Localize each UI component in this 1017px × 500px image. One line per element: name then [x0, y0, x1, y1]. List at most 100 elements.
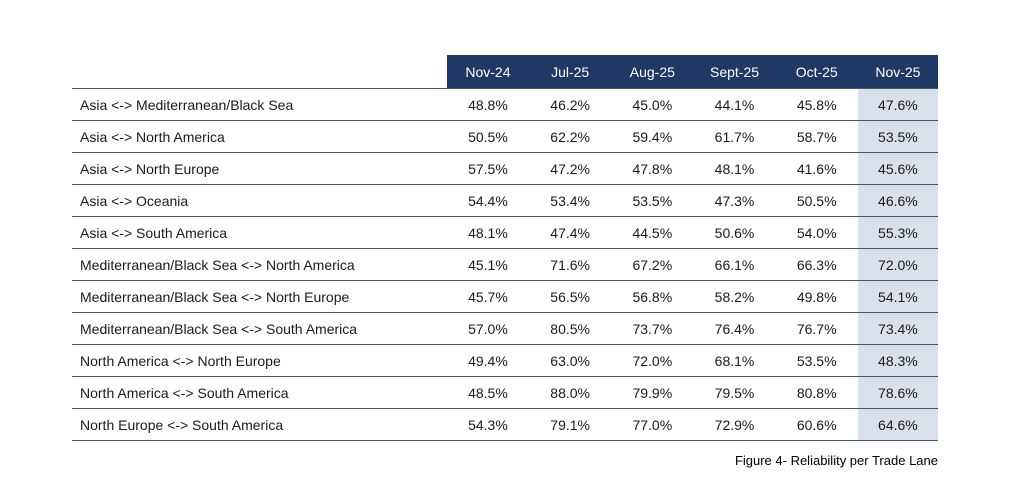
value-cell: 54.3%: [446, 408, 530, 441]
value-cell: 54.4%: [446, 184, 530, 217]
value-cell: 45.7%: [446, 280, 530, 313]
month-header-cell: Sept-25: [693, 55, 776, 89]
value-cell: 48.1%: [693, 152, 776, 185]
value-cell: 58.7%: [775, 120, 858, 153]
trade-lane-cell: North Europe <-> South America: [72, 408, 447, 441]
value-cell: 79.9%: [611, 376, 694, 409]
value-cell-highlighted: 53.5%: [857, 120, 938, 153]
value-cell-highlighted: 73.4%: [857, 312, 938, 345]
table-row: Asia <-> South America 48.1% 47.4% 44.5% 50.…: [72, 216, 938, 249]
value-cell: 58.2%: [693, 280, 776, 313]
table-row: North America <-> South America 48.5% 88.0…: [72, 376, 938, 409]
value-cell-highlighted: 78.6%: [857, 376, 938, 409]
value-cell-highlighted: 48.3%: [857, 344, 938, 377]
value-cell: 47.3%: [693, 184, 776, 217]
value-cell: 73.7%: [611, 312, 694, 345]
trade-lane-cell: Asia <-> Mediterranean/Black Sea: [72, 88, 447, 121]
value-cell-highlighted: 46.6%: [857, 184, 938, 217]
value-cell: 49.4%: [446, 344, 530, 377]
month-header-cell: Oct-25: [775, 55, 858, 89]
trade-lane-cell: Asia <-> North Europe: [72, 152, 447, 185]
table-row: Mediterranean/Black Sea <-> South Americ…: [72, 312, 938, 345]
value-cell: 61.7%: [693, 120, 776, 153]
value-cell-highlighted: 54.1%: [857, 280, 938, 313]
value-cell: 57.0%: [446, 312, 530, 345]
value-cell: 63.0%: [529, 344, 612, 377]
month-header-cell: Jul-25: [529, 55, 612, 89]
reliability-table: Nov-24 Jul-25 Aug-25 Sept-25 Oct-25 Nov-…: [72, 55, 938, 441]
value-cell: 57.5%: [446, 152, 530, 185]
value-cell-highlighted: 55.3%: [857, 216, 938, 249]
value-cell: 76.7%: [775, 312, 858, 345]
table-header-row: Nov-24 Jul-25 Aug-25 Sept-25 Oct-25 Nov-…: [72, 55, 938, 89]
value-cell-highlighted: 47.6%: [857, 88, 938, 121]
value-cell: 62.2%: [529, 120, 612, 153]
value-cell: 49.8%: [775, 280, 858, 313]
value-cell: 80.8%: [775, 376, 858, 409]
reliability-table-container: Nov-24 Jul-25 Aug-25 Sept-25 Oct-25 Nov-…: [72, 55, 938, 441]
value-cell: 79.5%: [693, 376, 776, 409]
month-header-cell: Nov-25: [857, 55, 938, 89]
value-cell: 44.1%: [693, 88, 776, 121]
table-body: Asia <-> Mediterranean/Black Sea 48.8% 46.…: [72, 88, 938, 441]
value-cell: 45.8%: [775, 88, 858, 121]
table-row: Asia <-> Mediterranean/Black Sea 48.8% 46.…: [72, 88, 938, 121]
trade-lane-cell: Mediterranean/Black Sea <-> North Europe: [72, 280, 447, 313]
value-cell: 59.4%: [611, 120, 694, 153]
table-row: North Europe <-> South America 54.3% 79.1%…: [72, 408, 938, 441]
value-cell: 72.0%: [611, 344, 694, 377]
value-cell: 45.0%: [611, 88, 694, 121]
value-cell: 41.6%: [775, 152, 858, 185]
value-cell: 53.5%: [611, 184, 694, 217]
value-cell-highlighted: 45.6%: [857, 152, 938, 185]
trade-lane-cell: North America <-> South America: [72, 376, 447, 409]
month-header-cell: Nov-24: [446, 55, 530, 89]
value-cell: 48.1%: [446, 216, 530, 249]
value-cell: 66.3%: [775, 248, 858, 281]
value-cell: 50.6%: [693, 216, 776, 249]
header-empty-cell: [72, 55, 447, 89]
value-cell-highlighted: 72.0%: [857, 248, 938, 281]
table-row: Asia <-> North Europe 57.5% 47.2% 47.8% 48.1…: [72, 152, 938, 185]
table-row: Mediterranean/Black Sea <-> North Americ…: [72, 248, 938, 281]
value-cell: 44.5%: [611, 216, 694, 249]
value-cell: 76.4%: [693, 312, 776, 345]
value-cell-highlighted: 64.6%: [857, 408, 938, 441]
table-row: Mediterranean/Black Sea <-> North Europe…: [72, 280, 938, 313]
value-cell: 66.1%: [693, 248, 776, 281]
trade-lane-cell: Asia <-> South America: [72, 216, 447, 249]
value-cell: 88.0%: [529, 376, 612, 409]
value-cell: 48.5%: [446, 376, 530, 409]
value-cell: 54.0%: [775, 216, 858, 249]
value-cell: 56.8%: [611, 280, 694, 313]
value-cell: 50.5%: [446, 120, 530, 153]
trade-lane-cell: Asia <-> North America: [72, 120, 447, 153]
table-row: Asia <-> Oceania 54.4% 53.4% 53.5% 47.3% 50.5…: [72, 184, 938, 217]
value-cell: 56.5%: [529, 280, 612, 313]
value-cell: 79.1%: [529, 408, 612, 441]
value-cell: 60.6%: [775, 408, 858, 441]
value-cell: 72.9%: [693, 408, 776, 441]
trade-lane-cell: Mediterranean/Black Sea <-> South Americ…: [72, 312, 447, 345]
value-cell: 53.4%: [529, 184, 612, 217]
figure-caption: Figure 4- Reliability per Trade Lane: [734, 453, 938, 468]
value-cell: 77.0%: [611, 408, 694, 441]
table-row: Asia <-> North America 50.5% 62.2% 59.4% 61.…: [72, 120, 938, 153]
value-cell: 67.2%: [611, 248, 694, 281]
trade-lane-cell: North America <-> North Europe: [72, 344, 447, 377]
value-cell: 71.6%: [529, 248, 612, 281]
value-cell: 68.1%: [693, 344, 776, 377]
value-cell: 50.5%: [775, 184, 858, 217]
value-cell: 80.5%: [529, 312, 612, 345]
value-cell: 48.8%: [446, 88, 530, 121]
value-cell: 53.5%: [775, 344, 858, 377]
value-cell: 47.2%: [529, 152, 612, 185]
value-cell: 47.4%: [529, 216, 612, 249]
value-cell: 46.2%: [529, 88, 612, 121]
month-header-cell: Aug-25: [611, 55, 694, 89]
value-cell: 45.1%: [446, 248, 530, 281]
table-row: North America <-> North Europe 49.4% 63.0%…: [72, 344, 938, 377]
trade-lane-cell: Mediterranean/Black Sea <-> North Americ…: [72, 248, 447, 281]
value-cell: 47.8%: [611, 152, 694, 185]
trade-lane-cell: Asia <-> Oceania: [72, 184, 447, 217]
